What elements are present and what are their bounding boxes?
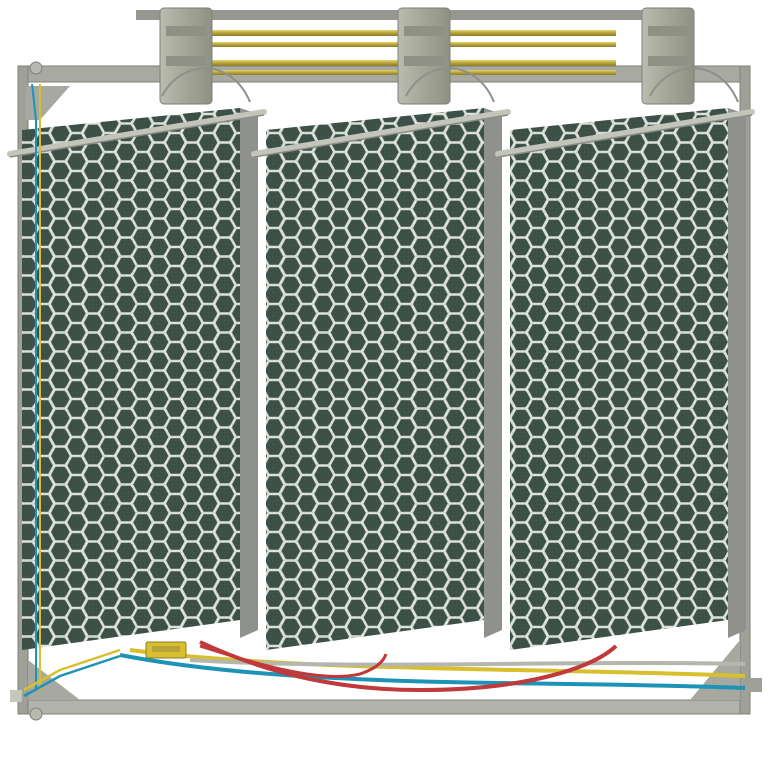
clamp-group (159, 7, 695, 105)
panel-group (7, 67, 755, 650)
cable-bundle (23, 83, 746, 698)
clamp-icon (397, 7, 451, 105)
clamp-icon (641, 7, 695, 105)
honeycomb-panel (251, 67, 511, 650)
honeycomb-panel (7, 67, 267, 650)
honeycomb-panel (495, 67, 755, 650)
clamp-icon (159, 7, 213, 105)
